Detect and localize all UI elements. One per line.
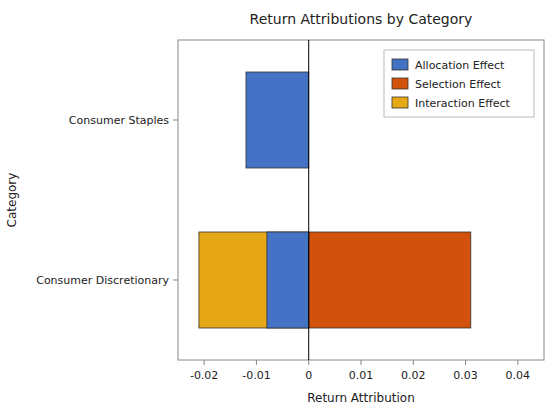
y-axis-label: Category	[5, 173, 19, 228]
x-tick	[361, 360, 362, 365]
chart-container: -0.02 -0.01 0 0.01 0.02 0.03 0.04 Consumer Disc…	[0, 0, 560, 420]
x-tick-label: 0.03	[453, 369, 478, 382]
x-tick-label: 0.04	[506, 369, 531, 382]
x-tick	[413, 360, 414, 365]
legend-label: Interaction Effect	[415, 97, 511, 110]
legend-box	[384, 50, 534, 117]
legend-label: Allocation Effect	[415, 59, 505, 72]
y-tick-label: Consumer Discretionary	[36, 274, 169, 287]
legend-swatch	[392, 78, 408, 89]
chart-svg: -0.02 -0.01 0 0.01 0.02 0.03 0.04 Consumer Disc…	[0, 0, 560, 420]
x-tick	[517, 360, 518, 365]
x-tick-label: 0.02	[401, 369, 426, 382]
title: Return Attributions by Category	[250, 11, 473, 27]
bar	[267, 232, 309, 328]
x-tick	[465, 360, 466, 365]
plot-frame	[178, 40, 544, 360]
zero-line	[308, 40, 309, 360]
legend: Allocation Effect Selection Effect Interac…	[384, 50, 534, 117]
bar	[246, 72, 309, 168]
x-tick-label: 0.01	[349, 369, 374, 382]
x-axis-label: Return Attribution	[307, 391, 415, 405]
legend-label: Selection Effect	[415, 78, 502, 91]
legend-swatch	[392, 59, 408, 70]
x-tick	[204, 360, 205, 365]
x-tick-label: -0.02	[190, 369, 218, 382]
legend-swatch	[392, 97, 408, 108]
y-tick-label: Consumer Staples	[69, 114, 169, 127]
bar	[199, 232, 309, 328]
y-tick	[173, 280, 178, 281]
x-tick-label: 0	[305, 369, 312, 382]
x-tick	[256, 360, 257, 365]
x-tick-label: -0.01	[242, 369, 270, 382]
bar	[309, 232, 471, 328]
x-tick	[308, 360, 309, 365]
y-tick	[173, 120, 178, 121]
